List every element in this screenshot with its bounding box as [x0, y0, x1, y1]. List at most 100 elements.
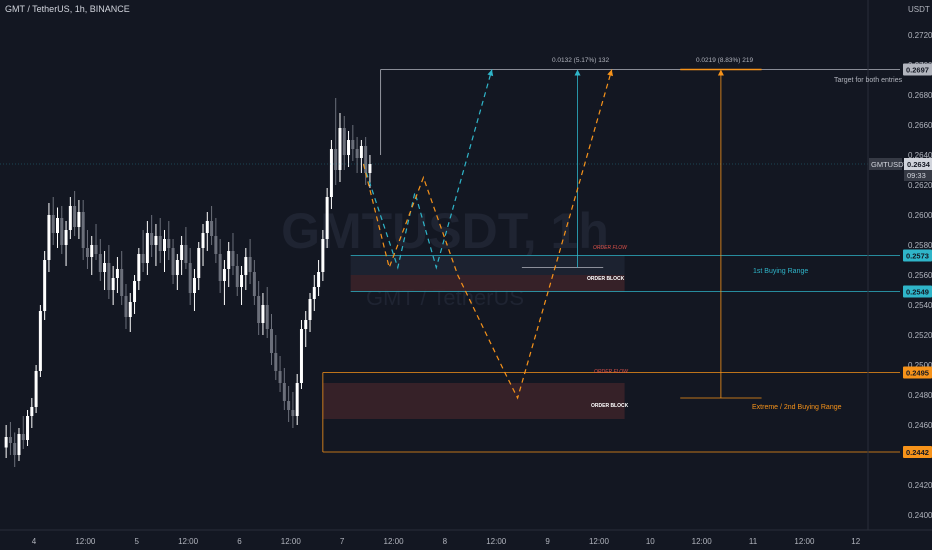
time-tick-label: 5	[134, 537, 139, 546]
candle-body	[184, 245, 188, 263]
candle-body	[21, 434, 25, 440]
candle-body	[334, 149, 338, 170]
target-label[interactable]: Target for both entries	[834, 77, 903, 84]
order-block-label-1[interactable]: ORDER BLOCK	[587, 276, 625, 282]
candle-body	[282, 383, 286, 401]
order-block-2-zone	[322, 383, 625, 419]
candle-body	[34, 371, 38, 407]
price-tick-label: 0.2420	[908, 481, 932, 490]
time-tick-label: 7	[340, 537, 345, 546]
measure1-arrowhead	[574, 69, 581, 76]
candle-body	[180, 245, 184, 260]
candle-body	[299, 329, 303, 383]
candle-body	[68, 206, 72, 230]
candle-body	[163, 239, 166, 251]
range2-label[interactable]: Extreme / 2nd Buying Range	[752, 404, 842, 411]
cyan-projection-path-arrowhead	[487, 69, 494, 77]
candle-body	[240, 275, 244, 287]
candle-body	[150, 233, 154, 245]
watermark-symbol: GMTUSDT, 1h	[281, 203, 609, 259]
candle-body	[51, 215, 55, 233]
candle-body	[304, 320, 308, 329]
current-price-tag: GMTUSDT 0.2634 09:33	[869, 158, 932, 181]
price-tick-label: 0.2400	[908, 511, 932, 520]
candle-body	[128, 302, 132, 317]
candle-body	[111, 278, 115, 290]
time-tick-label: 12	[851, 537, 860, 546]
drawings-layer	[0, 68, 900, 453]
candle-body	[235, 266, 239, 287]
symbol-title[interactable]: GMT / TetherUS, 1h, BINANCE	[5, 4, 130, 14]
range1-zone	[350, 255, 625, 275]
time-tick-label: 12:00	[486, 537, 507, 546]
candle-body	[145, 233, 149, 263]
price-tag-target-bg	[903, 63, 932, 76]
price-tag-range1-bottom: 0.2549	[906, 288, 929, 297]
candle-body	[355, 149, 359, 158]
candle-body	[30, 407, 34, 416]
order-block-label-2[interactable]: ORDER BLOCK	[591, 403, 629, 409]
price-tag-range2-top-bg	[903, 366, 932, 379]
candle-body	[359, 146, 363, 158]
candle-body	[64, 230, 68, 245]
candle-body	[4, 437, 8, 448]
candle-body	[252, 272, 256, 296]
time-tick-label: 12:00	[384, 537, 405, 546]
price-tick-label: 0.2600	[908, 211, 932, 220]
candle-body	[43, 260, 47, 311]
zones-layer	[322, 255, 625, 419]
candle-body	[222, 269, 226, 281]
candle-body	[115, 269, 119, 278]
time-tick-label: 12:00	[794, 537, 815, 546]
time-tick-label: 8	[443, 537, 448, 546]
candle-body	[278, 371, 282, 383]
candle-body	[261, 305, 265, 323]
candle-body	[244, 257, 248, 275]
candle-body	[47, 215, 51, 260]
candle-body	[167, 239, 171, 248]
orange-projection-path-arrowhead	[607, 69, 613, 77]
measure2-label[interactable]: 0.0219 (8.83%) 219	[696, 57, 753, 64]
countdown-bg	[904, 170, 932, 181]
time-axis[interactable]: 4 12:00 5 12:00 6 12:00 7 12:00 8 12:00 9 12:00 10 12…	[32, 537, 861, 546]
candle-body	[342, 128, 346, 155]
candle-body	[325, 197, 329, 239]
price-tag-range1-top: 0.2573	[906, 252, 929, 261]
price-tick-label: 0.2660	[908, 121, 932, 130]
candle-body	[274, 353, 278, 371]
price-tick-label: 0.2560	[908, 271, 932, 280]
candle-body	[17, 434, 21, 455]
candle-body	[103, 263, 107, 272]
candle-body	[73, 206, 77, 227]
candle-body	[218, 254, 222, 281]
current-price-symbol: GMTUSDT	[871, 160, 908, 169]
order-flow-label-2[interactable]: ORDER FLOW	[594, 369, 629, 375]
candle-body	[188, 263, 192, 293]
candle-body	[368, 164, 372, 173]
measure1-label[interactable]: 0.0132 (5.17%) 132	[552, 57, 609, 64]
candles-layer	[4, 98, 372, 467]
candle-body	[265, 305, 269, 329]
candle-body	[120, 269, 124, 296]
current-price-value: 0.2634	[907, 160, 931, 169]
orange-projection-path	[362, 69, 613, 400]
time-tick-label: 12:00	[692, 537, 713, 546]
time-tick-label: 6	[237, 537, 242, 546]
candle-body	[321, 239, 325, 272]
time-tick-label: 9	[545, 537, 550, 546]
candle-body	[137, 254, 141, 281]
candle-body	[56, 218, 59, 233]
candle-body	[81, 212, 85, 248]
price-tag-range1-top-bg	[903, 249, 932, 262]
candle-body	[210, 221, 214, 236]
price-tick-label: 0.2540	[908, 301, 932, 310]
candle-body	[133, 281, 137, 302]
candle-body	[248, 257, 252, 272]
countdown: 09:33	[907, 171, 926, 180]
chart-header: GMT / TetherUS, 1h, BINANCE	[5, 4, 130, 14]
candle-body	[38, 311, 42, 371]
range1-label[interactable]: 1st Buying Range	[753, 268, 808, 275]
time-tick-label: 12:00	[75, 537, 96, 546]
order-flow-label-1[interactable]: ORDER FLOW	[593, 245, 628, 251]
